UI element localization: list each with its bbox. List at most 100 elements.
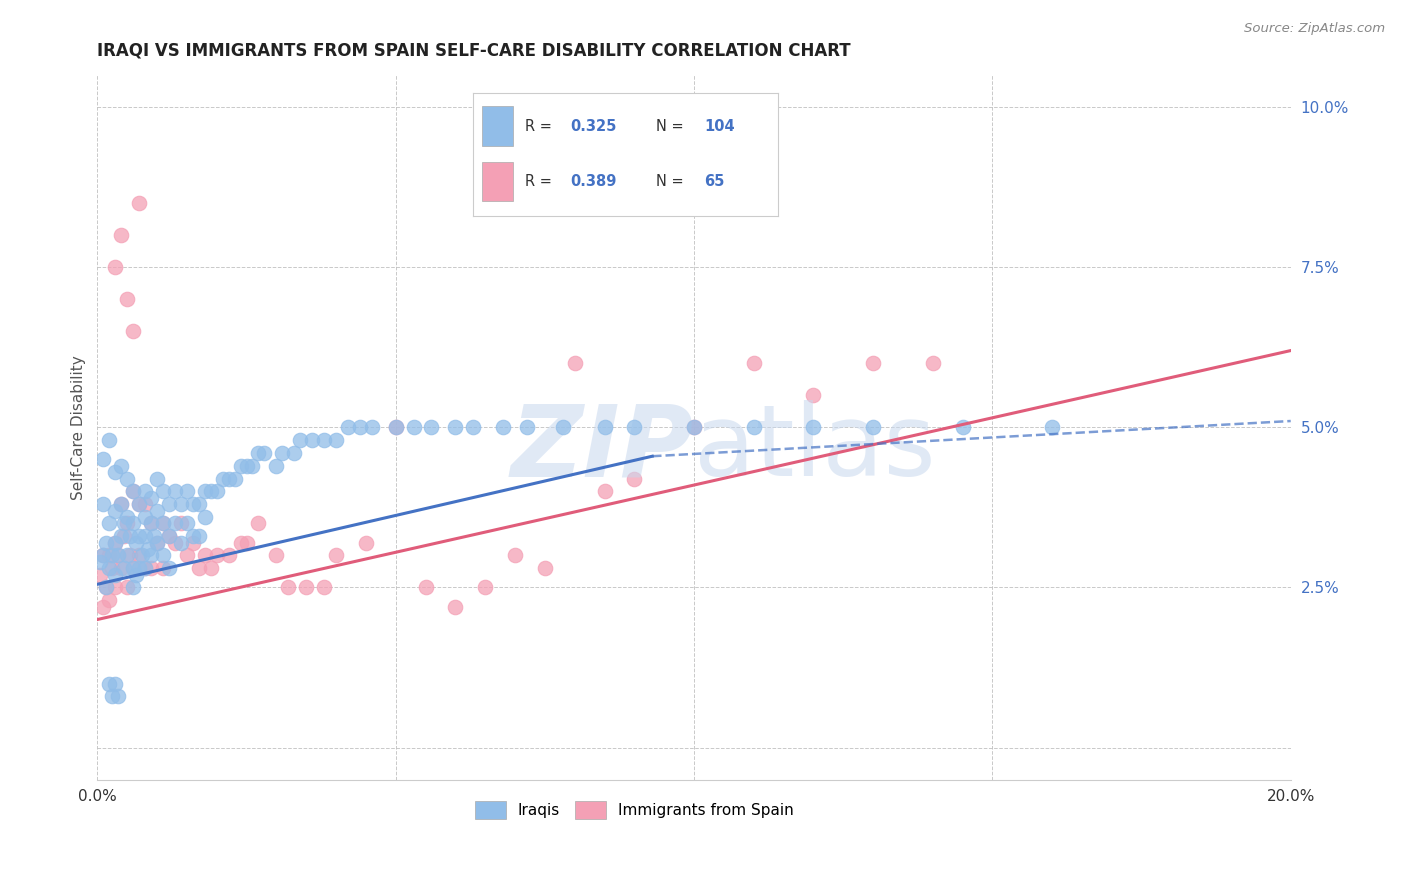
- Point: [104, 535, 127, 549]
- Point: [194, 549, 217, 563]
- Point: [551, 420, 574, 434]
- Point: [101, 561, 124, 575]
- Point: [139, 516, 162, 531]
- Point: [125, 567, 148, 582]
- Point: [474, 581, 496, 595]
- Point: [444, 420, 467, 434]
- Text: ZIP: ZIP: [510, 400, 695, 497]
- Point: [176, 516, 198, 531]
- Point: [146, 503, 169, 517]
- Point: [152, 484, 174, 499]
- Point: [98, 434, 121, 448]
- Point: [463, 420, 485, 434]
- Point: [146, 535, 169, 549]
- Point: [115, 516, 138, 531]
- Point: [91, 452, 114, 467]
- Point: [200, 561, 222, 575]
- Point: [120, 529, 142, 543]
- Point: [683, 420, 706, 434]
- Point: [104, 260, 127, 275]
- Point: [420, 420, 443, 434]
- Point: [139, 549, 162, 563]
- Point: [125, 535, 148, 549]
- Point: [115, 510, 138, 524]
- Point: [290, 434, 312, 448]
- Point: [187, 497, 209, 511]
- Point: [112, 561, 135, 575]
- Point: [112, 529, 135, 543]
- Point: [157, 529, 180, 543]
- Point: [157, 497, 180, 511]
- Point: [110, 458, 132, 473]
- Point: [623, 472, 645, 486]
- Point: [134, 510, 156, 524]
- Point: [107, 690, 129, 704]
- Point: [224, 472, 246, 486]
- Point: [314, 434, 336, 448]
- Point: [623, 420, 645, 434]
- Point: [122, 561, 145, 575]
- Point: [516, 420, 538, 434]
- Point: [115, 581, 138, 595]
- Point: [128, 497, 150, 511]
- Point: [360, 420, 382, 434]
- Point: [110, 561, 132, 575]
- Point: [205, 484, 228, 499]
- Point: [247, 516, 270, 531]
- Point: [157, 529, 180, 543]
- Point: [134, 484, 156, 499]
- Point: [235, 458, 257, 473]
- Point: [134, 497, 156, 511]
- Point: [157, 561, 180, 575]
- Point: [534, 561, 557, 575]
- Point: [415, 581, 437, 595]
- Point: [128, 549, 150, 563]
- Point: [176, 484, 198, 499]
- Point: [104, 676, 127, 690]
- Point: [593, 420, 616, 434]
- Point: [253, 446, 276, 460]
- Point: [170, 516, 193, 531]
- Point: [266, 458, 288, 473]
- Point: [115, 472, 138, 486]
- Point: [128, 561, 150, 575]
- Point: [271, 446, 294, 460]
- Point: [134, 561, 156, 575]
- Point: [128, 497, 150, 511]
- Point: [152, 549, 174, 563]
- Point: [235, 535, 257, 549]
- Point: [110, 497, 132, 511]
- Point: [384, 420, 406, 434]
- Point: [152, 516, 174, 531]
- Point: [218, 472, 240, 486]
- Point: [98, 593, 121, 607]
- Point: [91, 497, 114, 511]
- Point: [952, 420, 974, 434]
- Point: [181, 535, 204, 549]
- Point: [122, 516, 145, 531]
- Point: [110, 497, 132, 511]
- Point: [194, 510, 217, 524]
- Point: [683, 420, 706, 434]
- Point: [277, 581, 299, 595]
- Point: [104, 535, 127, 549]
- Point: [862, 356, 884, 370]
- Point: [134, 561, 156, 575]
- Point: [98, 549, 121, 563]
- Point: [242, 458, 264, 473]
- Point: [742, 420, 765, 434]
- Point: [143, 529, 166, 543]
- Point: [131, 549, 153, 563]
- Point: [104, 465, 127, 479]
- Point: [104, 567, 127, 582]
- Point: [170, 535, 193, 549]
- Point: [112, 516, 135, 531]
- Point: [152, 561, 174, 575]
- Point: [115, 293, 138, 307]
- Point: [176, 549, 198, 563]
- Point: [122, 484, 145, 499]
- Point: [444, 599, 467, 614]
- Point: [295, 581, 318, 595]
- Point: [89, 567, 111, 582]
- Point: [921, 356, 943, 370]
